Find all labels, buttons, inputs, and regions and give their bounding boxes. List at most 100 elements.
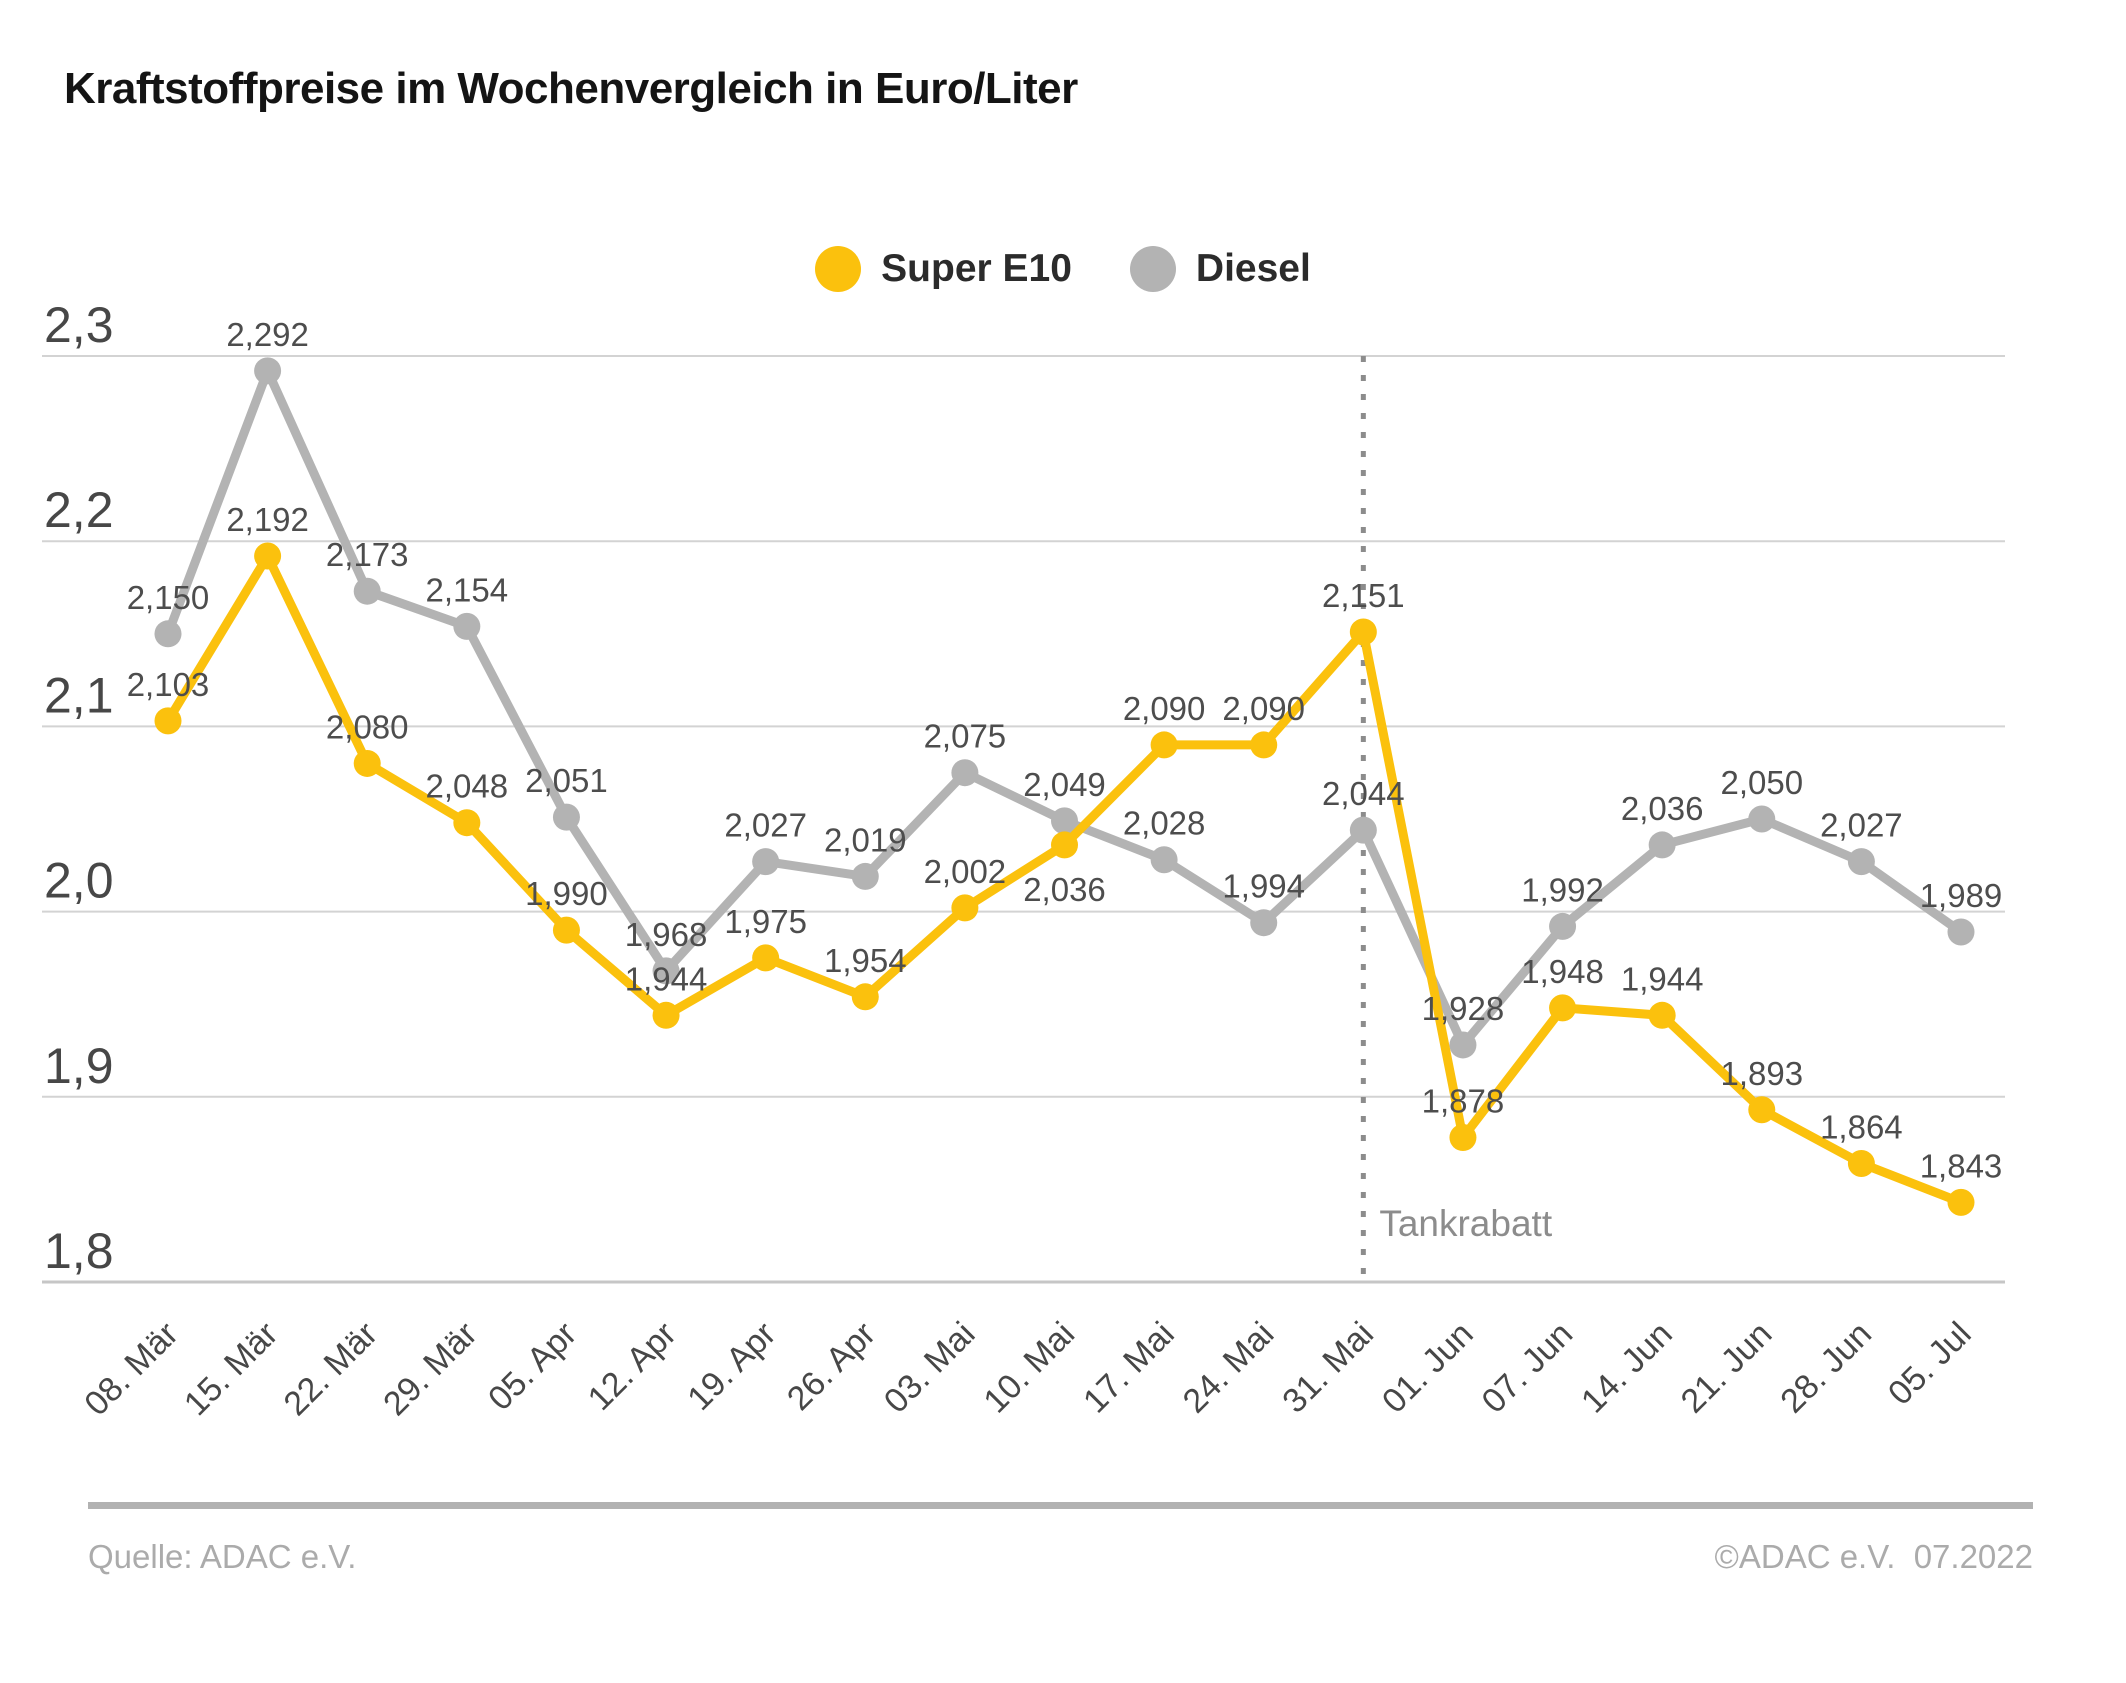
tankrabatt-annotation: Tankrabatt <box>1360 356 1553 1282</box>
y-tick-label: 1,9 <box>44 1038 114 1094</box>
value-label: 1,944 <box>1621 960 1704 997</box>
series-diesel-point <box>353 577 381 605</box>
series-super-e10-point <box>951 894 979 922</box>
value-label: 1,954 <box>824 942 907 979</box>
series-super-e10-point <box>1449 1124 1477 1152</box>
y-tick-label: 2,3 <box>44 297 114 353</box>
x-tick-label: 15. Mär <box>177 1315 285 1423</box>
series-diesel-point <box>453 612 481 640</box>
series-super-e10-point <box>1748 1096 1776 1124</box>
x-tick-label: 05. Jul <box>1881 1315 1979 1413</box>
series-super-e10-point <box>752 944 780 972</box>
series-diesel-point <box>851 862 879 890</box>
value-label: 2,028 <box>1123 805 1206 842</box>
series-diesel-point <box>1748 805 1776 833</box>
x-tick-label: 05. Apr <box>481 1315 584 1418</box>
value-label: 2,044 <box>1322 775 1405 812</box>
value-label: 1,893 <box>1720 1055 1803 1092</box>
series-super-e10-point <box>1349 618 1377 646</box>
x-tick-label: 28. Jun <box>1773 1315 1879 1421</box>
series-diesel-point <box>552 803 580 831</box>
series-diesel-point <box>1349 816 1377 844</box>
value-label: 1,878 <box>1422 1083 1505 1120</box>
value-label: 1,975 <box>724 903 807 940</box>
x-tick-label: 10. Mai <box>976 1315 1082 1421</box>
value-label: 2,080 <box>326 708 409 745</box>
gridlines <box>42 355 2005 1284</box>
value-label: 2,036 <box>1621 790 1704 827</box>
footer-source: Quelle: ADAC e.V. <box>88 1538 357 1575</box>
series-diesel-point <box>1549 912 1577 940</box>
series-super-e10-point <box>1250 731 1278 759</box>
value-label: 1,843 <box>1920 1147 2003 1184</box>
x-tick-label: 03. Mai <box>877 1315 983 1421</box>
value-label: 2,075 <box>924 718 1007 755</box>
series-super-e10-point <box>552 916 580 944</box>
value-labels-super-e10: 2,103 2,192 2,080 2,048 1,990 1,944 1,975 1,954… <box>127 501 2003 1184</box>
value-label: 2,090 <box>1222 690 1305 727</box>
x-tick-label: 29. Mär <box>376 1315 484 1423</box>
value-label: 2,019 <box>824 821 907 858</box>
series-diesel-point <box>1150 846 1178 874</box>
series-diesel-point <box>1648 831 1676 859</box>
footer-copyright: ©ADAC e.V. 07.2022 <box>1714 1538 2033 1575</box>
series-diesel-point <box>752 848 780 876</box>
value-label: 2,150 <box>127 579 210 616</box>
x-tick-label: 08. Mär <box>77 1315 185 1423</box>
value-label: 1,944 <box>625 960 708 997</box>
value-label: 2,036 <box>1023 871 1106 908</box>
diesel-swatch-icon <box>1129 246 1176 292</box>
y-tick-label: 2,2 <box>44 482 114 538</box>
x-tick-label: 31. Mai <box>1275 1315 1381 1421</box>
series-diesel-point <box>652 957 680 985</box>
super-e10-swatch-icon <box>815 246 862 292</box>
value-label: 2,192 <box>226 501 309 538</box>
value-label: 1,948 <box>1521 953 1604 990</box>
x-tick-label: 24. Mai <box>1176 1315 1282 1421</box>
series-super-e10-point <box>254 542 282 570</box>
legend-item-diesel: Diesel <box>1129 246 1311 292</box>
value-label: 2,173 <box>326 536 409 573</box>
series-diesel-point <box>254 357 282 385</box>
value-label: 2,050 <box>1720 764 1803 801</box>
value-labels-diesel: 2,150 2,292 2,173 2,154 2,051 1,968 2,027 2,019… <box>127 316 2003 1027</box>
value-label: 1,864 <box>1820 1108 1903 1145</box>
series-diesel-point <box>154 620 182 648</box>
series-super-e10-point <box>1947 1188 1975 1216</box>
value-label: 1,989 <box>1920 877 2003 914</box>
tankrabatt-label: Tankrabatt <box>1379 1203 1552 1244</box>
series-diesel-point <box>1449 1031 1477 1059</box>
series-super-e10-point <box>453 809 481 837</box>
series-diesel-point <box>1947 918 1975 946</box>
value-label: 2,048 <box>426 768 509 805</box>
y-tick-label: 2,1 <box>44 667 114 723</box>
value-label: 2,027 <box>1820 807 1903 844</box>
value-label: 2,090 <box>1123 690 1206 727</box>
value-label: 1,968 <box>625 916 708 953</box>
value-label: 1,990 <box>525 875 608 912</box>
series-diesel-point <box>1250 909 1278 937</box>
chart-legend: Super E10 Diesel <box>0 246 2126 292</box>
value-label: 1,992 <box>1521 871 1604 908</box>
y-axis-labels: 2,3 2,2 2,1 2,0 1,9 1,8 <box>44 297 114 1279</box>
value-label: 1,994 <box>1222 868 1305 905</box>
footer-divider <box>88 1502 2033 1509</box>
series-super-e10-point <box>1648 1001 1676 1029</box>
x-tick-label: 01. Jun <box>1375 1315 1481 1421</box>
series-diesel-point <box>1847 848 1875 876</box>
value-label: 2,103 <box>127 666 210 703</box>
x-tick-label: 19. Apr <box>680 1315 783 1418</box>
legend-label-diesel: Diesel <box>1195 247 1311 290</box>
x-tick-label: 14. Jun <box>1574 1315 1680 1421</box>
series-super-e10-point <box>1150 731 1178 759</box>
series-super-e10-point <box>1549 994 1577 1022</box>
series-super-e10-point <box>652 1001 680 1029</box>
x-tick-label: 12. Apr <box>581 1315 684 1418</box>
series-super-e10 <box>154 542 1975 1216</box>
page-title: Kraftstoffpreise im Wochenvergleich in E… <box>64 64 1078 113</box>
x-tick-label: 21. Jun <box>1674 1315 1780 1421</box>
series-diesel <box>154 357 1975 1059</box>
legend-item-super-e10: Super E10 <box>815 246 1072 292</box>
